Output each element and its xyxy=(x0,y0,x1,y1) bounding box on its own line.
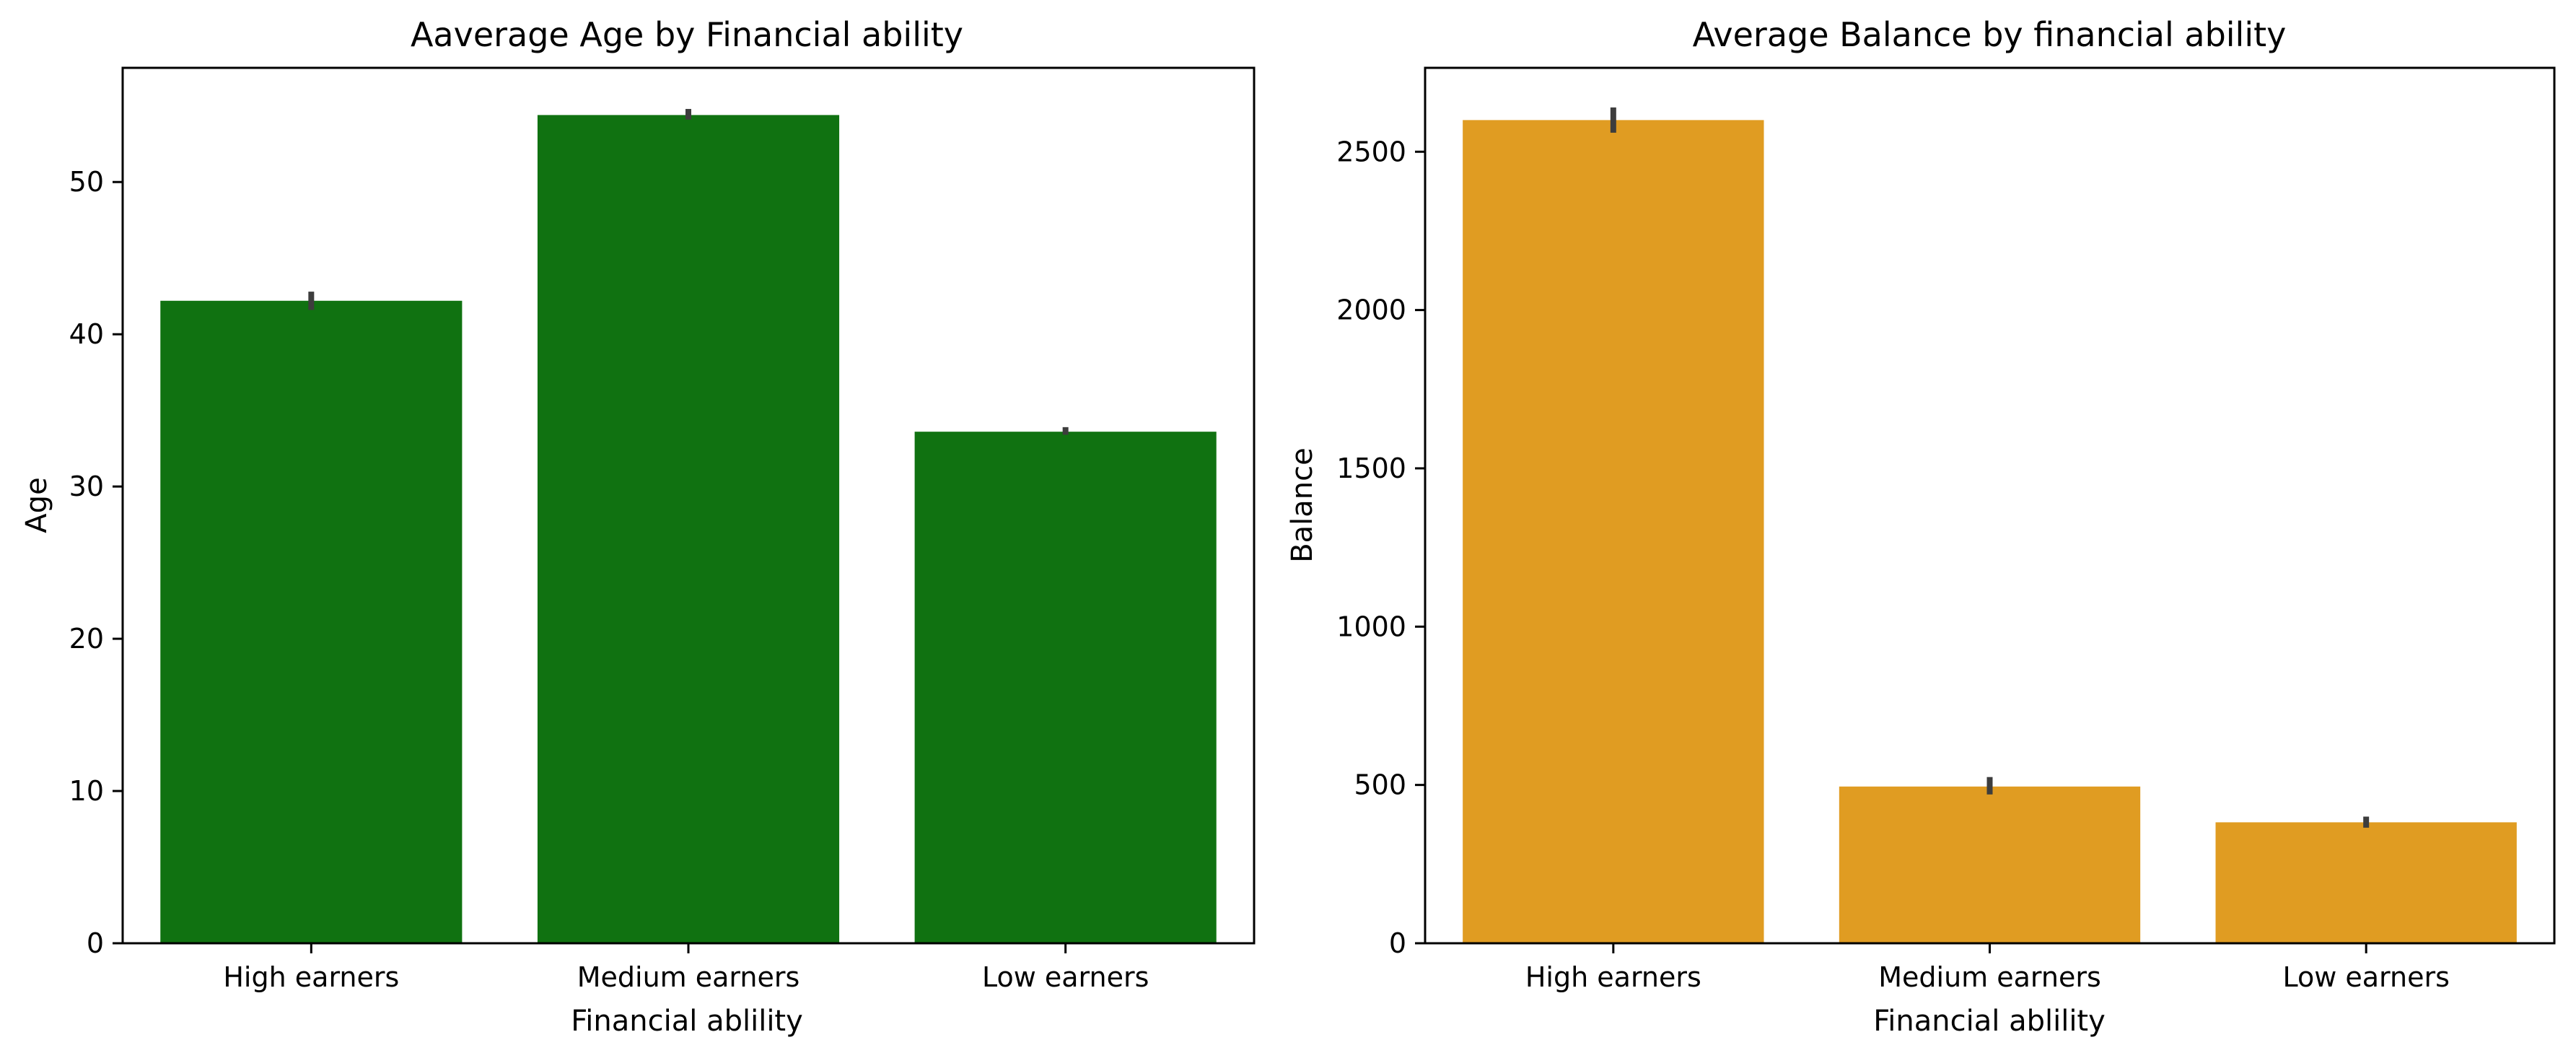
y-tick-label: 0 xyxy=(87,927,104,959)
y-tick-label: 2000 xyxy=(1336,294,1406,326)
bar-high-earners xyxy=(1463,120,1764,944)
y-tick-label: 20 xyxy=(69,623,104,655)
y-tick-label: 30 xyxy=(69,471,104,502)
x-tick-label: Medium earners xyxy=(1878,961,2101,993)
y-axis-label: Balance xyxy=(1286,447,1319,563)
bar-medium-earners xyxy=(1839,786,2141,943)
ticks-layer: High earners Medium earners Low earners 0 10… xyxy=(69,166,1149,993)
chart-title: Aaverage Age by Financial ability xyxy=(411,15,963,54)
plot-frame xyxy=(1424,66,2556,945)
x-axis-label: Financial ablility xyxy=(571,1005,803,1038)
bars-layer xyxy=(160,108,1217,944)
bar-low-earners xyxy=(914,432,1217,943)
y-tick-label: 40 xyxy=(69,318,104,350)
y-tick-label: 500 xyxy=(1354,769,1406,801)
y-tick-label: 10 xyxy=(69,775,104,807)
bar-low-earners xyxy=(2215,822,2517,943)
y-tick-label: 0 xyxy=(1389,927,1406,959)
ticks-layer: High earners Medium earners Low earners 0 50… xyxy=(1336,136,2450,993)
x-axis-label: Financial ablility xyxy=(1873,1005,2106,1038)
x-tick-label: Medium earners xyxy=(577,961,800,993)
y-tick-label: 1500 xyxy=(1336,453,1406,484)
age-chart: Aaverage Age by Financial ability Financ… xyxy=(20,15,1256,1038)
bar-medium-earners xyxy=(537,115,840,944)
x-tick-label: High earners xyxy=(223,961,399,993)
bars-layer xyxy=(1463,107,2517,944)
y-tick-label: 50 xyxy=(69,166,104,198)
y-axis-label: Age xyxy=(20,477,53,533)
bar-high-earners xyxy=(160,300,463,943)
x-tick-label: High earners xyxy=(1525,961,1701,993)
x-tick-label: Low earners xyxy=(2282,961,2449,993)
chart-title: Average Balance by financial ability xyxy=(1693,15,2287,54)
plot-frame xyxy=(121,66,1256,945)
y-tick-label: 2500 xyxy=(1336,136,1406,167)
y-tick-label: 1000 xyxy=(1336,611,1406,642)
x-tick-label: Low earners xyxy=(982,961,1149,993)
balance-chart: Average Balance by financial ability Fin… xyxy=(1286,15,2556,1038)
